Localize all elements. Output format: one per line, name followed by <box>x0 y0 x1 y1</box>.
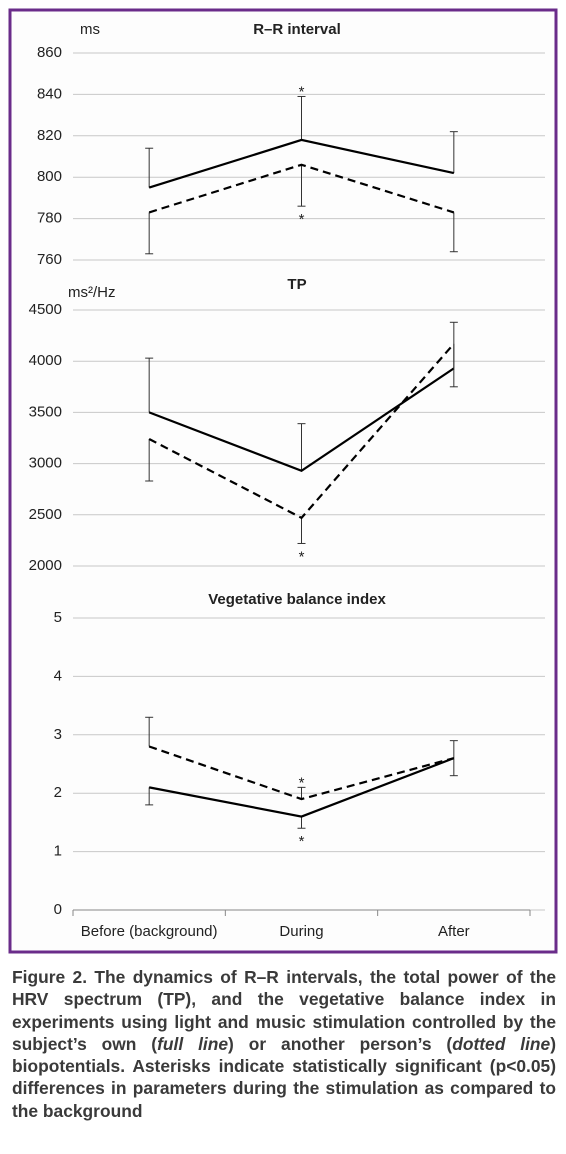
y-tick-label: 780 <box>37 210 62 227</box>
series-line <box>148 757 455 818</box>
y-axis-label: ms²/Hz <box>68 284 116 301</box>
caption-text: ) or another person’s ( <box>228 1033 453 1054</box>
significance-mark: * <box>299 83 305 100</box>
y-tick-label: 0 <box>54 901 62 918</box>
y-tick-label: 4 <box>54 667 62 684</box>
caption-text: ) biopotentials. Asterisks indicate stat… <box>12 1033 556 1121</box>
y-tick-label: 3000 <box>29 455 62 472</box>
caption-text: dotted line <box>452 1033 551 1054</box>
y-tick-label: 800 <box>37 168 62 185</box>
frame <box>8 8 558 954</box>
y-tick-label: 4000 <box>29 352 62 369</box>
y-tick-label: 860 <box>37 44 62 61</box>
x-tick-label: Before (background) <box>81 923 218 940</box>
y-tick-label: 840 <box>37 85 62 102</box>
caption: Figure 2. The dynamics of R–R intervals,… <box>12 966 556 1122</box>
y-tick-label: 2000 <box>29 557 62 574</box>
y-tick-label: 3500 <box>29 403 62 420</box>
chart-title: R–R interval <box>253 21 341 38</box>
y-tick-label: 1 <box>54 843 62 860</box>
chart-title: Vegetative balance index <box>208 591 386 608</box>
significance-mark: * <box>299 833 305 850</box>
significance-mark: * <box>299 774 305 791</box>
caption-text: full line <box>157 1033 229 1054</box>
y-axis-label: ms <box>80 21 100 38</box>
y-tick-label: 820 <box>37 127 62 144</box>
series-line <box>148 138 455 189</box>
x-tick-label: During <box>279 923 323 940</box>
significance-mark: * <box>299 211 305 228</box>
x-tick-label: After <box>438 923 470 940</box>
y-tick-label: 2500 <box>29 506 62 523</box>
y-tick-label: 2 <box>54 784 62 801</box>
series-line <box>148 745 455 801</box>
y-tick-label: 760 <box>37 251 62 268</box>
caption-text: Figure 2. The dynamics of R–R intervals,… <box>12 967 556 1054</box>
y-tick-label: 4500 <box>29 301 62 318</box>
series-line <box>148 343 455 520</box>
y-tick-label: 3 <box>54 726 62 743</box>
y-tick-label: 5 <box>54 609 62 626</box>
figure: R–R interval ms 760 780 800 820 840 860 * * TP ms²/… <box>8 8 558 954</box>
series-line <box>148 163 455 214</box>
chart-title: TP <box>287 276 306 293</box>
significance-mark: * <box>299 548 305 565</box>
